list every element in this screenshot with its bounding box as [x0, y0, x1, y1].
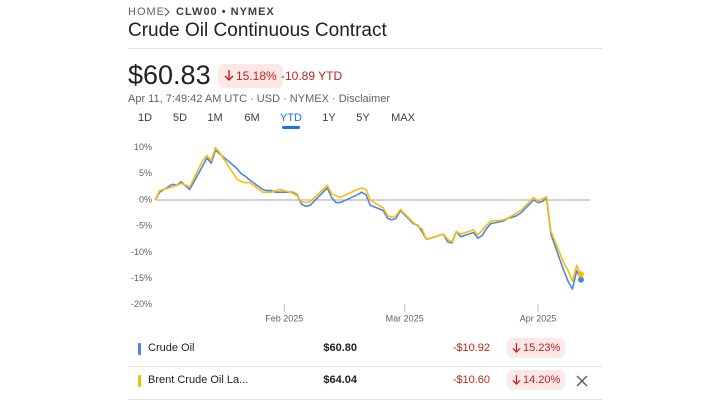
disclaimer-link[interactable]: Disclaimer [338, 93, 391, 105]
quote-meta: Apr 11, 7:49:42 AM UTC · USD · NYMEX · D… [128, 93, 390, 105]
range-tab[interactable]: 1M [207, 112, 223, 124]
remove-button[interactable] [576, 375, 588, 387]
x-tick-label: Apr 2025 [520, 313, 557, 323]
down-arrow-icon [512, 375, 521, 385]
row-change: -$10.92 [452, 342, 490, 354]
active-tab-underline [282, 126, 300, 129]
range-tab[interactable]: 1Y [322, 112, 336, 124]
chart: 10% 5% 0% -5% -10% -15% -20% Feb 2025 Mar 2025 Ap… [131, 142, 590, 323]
y-tick-label: -20% [131, 299, 152, 309]
divider [128, 48, 602, 49]
chevron-icon [164, 7, 170, 17]
y-tick-label: 0% [139, 194, 152, 204]
down-arrow-icon [224, 70, 234, 81]
y-tick-label: 10% [134, 142, 152, 152]
page-title: Crude Oil Continuous Contract [128, 20, 387, 41]
divider [128, 366, 602, 367]
range-tab[interactable]: 5Y [356, 112, 370, 124]
end-point [578, 276, 584, 283]
row-change-badge: 15.23% [507, 338, 566, 358]
row-change-badge: 14.20% [507, 370, 566, 390]
row-change-percent: 15.23% [523, 342, 561, 354]
meta-text: Apr 11, 7:49:42 AM UTC · USD · NYMEX · [128, 93, 336, 105]
down-arrow-icon [512, 343, 521, 353]
end-point [578, 271, 584, 278]
range-tab[interactable]: 5D [172, 112, 188, 124]
change-ytd: -10.89 YTD [281, 69, 343, 83]
range-tab[interactable]: MAX [391, 112, 415, 124]
range-tab[interactable]: YTD [280, 112, 302, 124]
series-color [138, 375, 141, 387]
breadcrumb-home[interactable]: HOME [128, 6, 165, 18]
y-tick-label: 5% [139, 168, 152, 178]
x-tick-label: Mar 2025 [386, 313, 424, 323]
row-price: $60.80 [323, 342, 357, 354]
series-line [154, 146, 582, 282]
divider [128, 399, 602, 400]
series-line [154, 149, 582, 290]
change-badge: 15.18% [218, 64, 283, 88]
y-tick-label: -15% [131, 273, 152, 283]
change-percent: 15.18% [236, 69, 277, 83]
x-tick-label: Feb 2025 [265, 313, 303, 323]
series-name: Brent Crude Oil La... [148, 374, 249, 386]
y-tick-label: -10% [131, 247, 152, 257]
breadcrumb-symbol: CLW00 • NYMEX [176, 6, 275, 18]
series-color [138, 343, 141, 355]
row-change: -$10.60 [452, 374, 490, 386]
price: $60.83 [128, 60, 211, 90]
row-change-percent: 14.20% [523, 374, 561, 386]
row-price: $64.04 [323, 374, 357, 386]
y-tick-label: -5% [136, 221, 152, 231]
range-tab[interactable]: 1D [137, 112, 153, 124]
series-name: Crude Oil [148, 342, 195, 354]
range-tab[interactable]: 6M [244, 112, 260, 124]
